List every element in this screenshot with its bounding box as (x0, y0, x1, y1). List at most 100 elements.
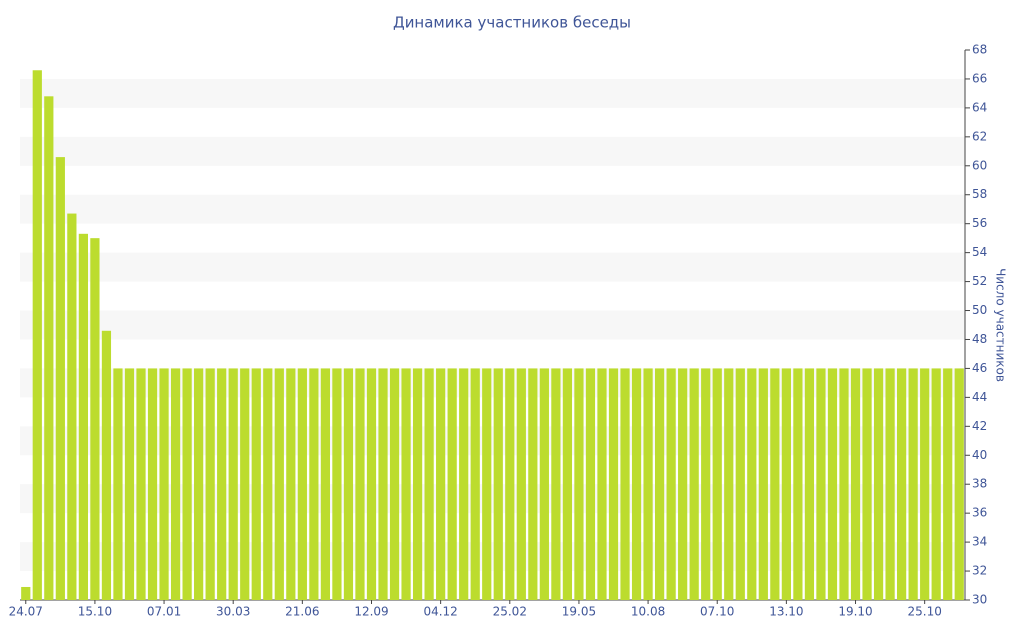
bar (170, 368, 181, 600)
bar (654, 368, 665, 600)
grid-band (20, 310, 965, 340)
bar (943, 368, 953, 600)
bar (366, 368, 377, 600)
bar (735, 368, 745, 600)
bar (574, 368, 584, 600)
bar (505, 368, 515, 600)
bar (205, 368, 215, 600)
bar (862, 368, 872, 600)
bar (931, 368, 941, 600)
bar (389, 368, 400, 600)
bar (516, 368, 526, 600)
y-tick-label: 54 (972, 245, 987, 259)
bar (724, 368, 734, 600)
grid-band (20, 194, 965, 224)
bar (747, 368, 757, 600)
y-tick-label: 64 (972, 100, 987, 114)
bar (885, 368, 895, 600)
bar (436, 368, 446, 600)
bar (666, 368, 676, 600)
bar (804, 368, 815, 600)
y-tick-label: 60 (972, 158, 987, 172)
bar (412, 368, 423, 600)
y-tick-label: 56 (972, 216, 987, 230)
bar (251, 368, 261, 600)
bar (32, 70, 42, 600)
x-tick-label: 15.10 (78, 605, 112, 619)
y-tick-label: 34 (972, 535, 987, 549)
x-tick-label: 21.06 (285, 605, 319, 619)
bar (124, 368, 135, 600)
y-tick-label: 42 (972, 419, 987, 433)
bar (194, 368, 204, 600)
x-tick-label: 10.08 (631, 605, 665, 619)
bar (217, 368, 227, 600)
bar (263, 368, 273, 600)
x-tick-label: 07.10 (700, 605, 734, 619)
bar (954, 368, 964, 600)
bar (78, 233, 88, 600)
grid-band (20, 78, 965, 108)
grid-band (20, 252, 965, 282)
bar (470, 368, 480, 600)
y-tick-label: 32 (972, 564, 987, 578)
y-tick-label: 40 (972, 448, 987, 462)
bar (839, 368, 849, 600)
y-tick-label: 46 (972, 361, 987, 375)
bar (378, 368, 388, 600)
y-tick-label: 44 (972, 390, 987, 404)
bar (90, 238, 100, 600)
bar (793, 368, 803, 600)
bar (631, 368, 642, 600)
y-tick-label: 38 (972, 477, 987, 491)
bar (343, 368, 354, 600)
y-axis-label: Число участников (994, 268, 1008, 382)
bar (147, 368, 158, 600)
x-tick-label: 13.10 (769, 605, 803, 619)
bar (562, 368, 573, 600)
bar (55, 157, 65, 600)
bar (309, 368, 319, 600)
bar (758, 368, 768, 600)
bar (159, 368, 169, 600)
y-tick-label: 50 (972, 303, 987, 317)
bar (712, 368, 722, 600)
y-tick-label: 62 (972, 129, 987, 143)
bar (21, 586, 31, 600)
bar (850, 368, 861, 600)
y-tick-label: 36 (972, 506, 987, 520)
bar (827, 368, 838, 600)
bar (873, 368, 884, 600)
y-tick-label: 48 (972, 332, 987, 346)
bar (332, 368, 342, 600)
bar (620, 368, 630, 600)
bar (770, 368, 780, 600)
bar (551, 368, 561, 600)
bar (597, 368, 607, 600)
x-tick-label: 30.03 (216, 605, 250, 619)
bar (297, 368, 307, 600)
bar (447, 368, 457, 600)
bar (920, 368, 930, 600)
bar (355, 368, 365, 600)
bar (689, 368, 699, 600)
x-tick-label: 19.10 (838, 605, 872, 619)
bar (113, 368, 123, 600)
bar (136, 368, 146, 600)
x-tick-label: 25.10 (907, 605, 941, 619)
x-tick-label: 19.05 (562, 605, 596, 619)
bar (44, 96, 54, 600)
bar (67, 213, 77, 601)
x-tick-label: 07.01 (147, 605, 181, 619)
x-tick-label: 04.12 (423, 605, 457, 619)
bar (482, 368, 492, 600)
bar (320, 368, 331, 600)
bar (459, 368, 469, 600)
x-tick-label: 12.09 (354, 605, 388, 619)
y-tick-label: 52 (972, 274, 987, 288)
bar (643, 368, 653, 600)
bar (701, 368, 711, 600)
bar (228, 368, 238, 600)
bar (781, 368, 791, 600)
bar (897, 368, 907, 600)
